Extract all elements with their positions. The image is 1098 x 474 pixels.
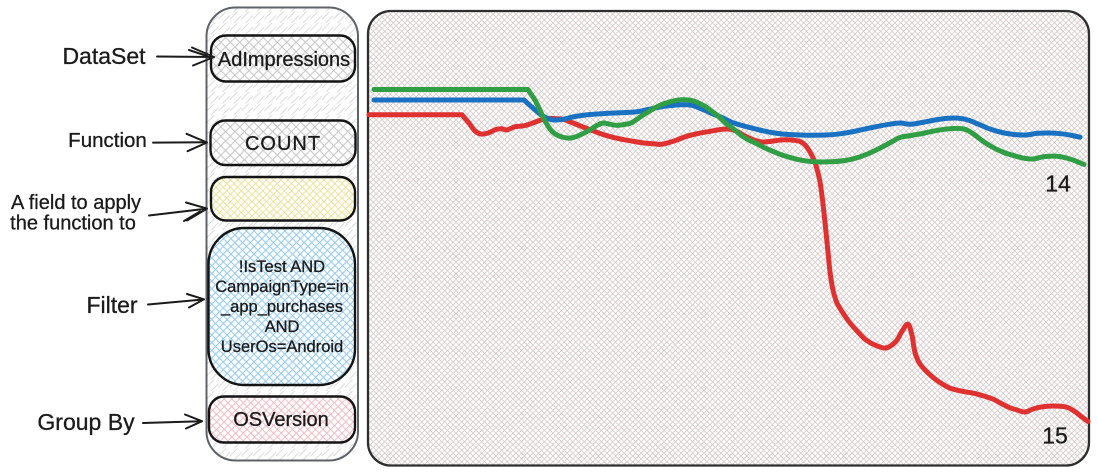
svg-text:Filter: Filter [86, 292, 137, 318]
svg-text:CampaignType=in: CampaignType=in [215, 278, 348, 296]
svg-text:Function: Function [68, 129, 147, 152]
svg-text:14: 14 [1045, 171, 1071, 197]
svg-text:AdImpressions: AdImpressions [218, 49, 350, 71]
svg-text:_app_purchases: _app_purchases [220, 298, 343, 316]
svg-text:OSVersion: OSVersion [233, 409, 329, 431]
svg-text:A field to apply: A field to apply [11, 192, 141, 214]
svg-text:the function to: the function to [10, 213, 136, 235]
svg-text:Group By: Group By [37, 409, 135, 435]
svg-text:UserOs=Android: UserOs=Android [221, 338, 343, 356]
svg-text:COUNT: COUNT [245, 133, 321, 155]
svg-text:DataSet: DataSet [62, 43, 146, 69]
svg-text:!IsTest AND: !IsTest AND [239, 258, 325, 276]
svg-text:15: 15 [1042, 423, 1068, 449]
svg-text:AND: AND [265, 318, 300, 336]
